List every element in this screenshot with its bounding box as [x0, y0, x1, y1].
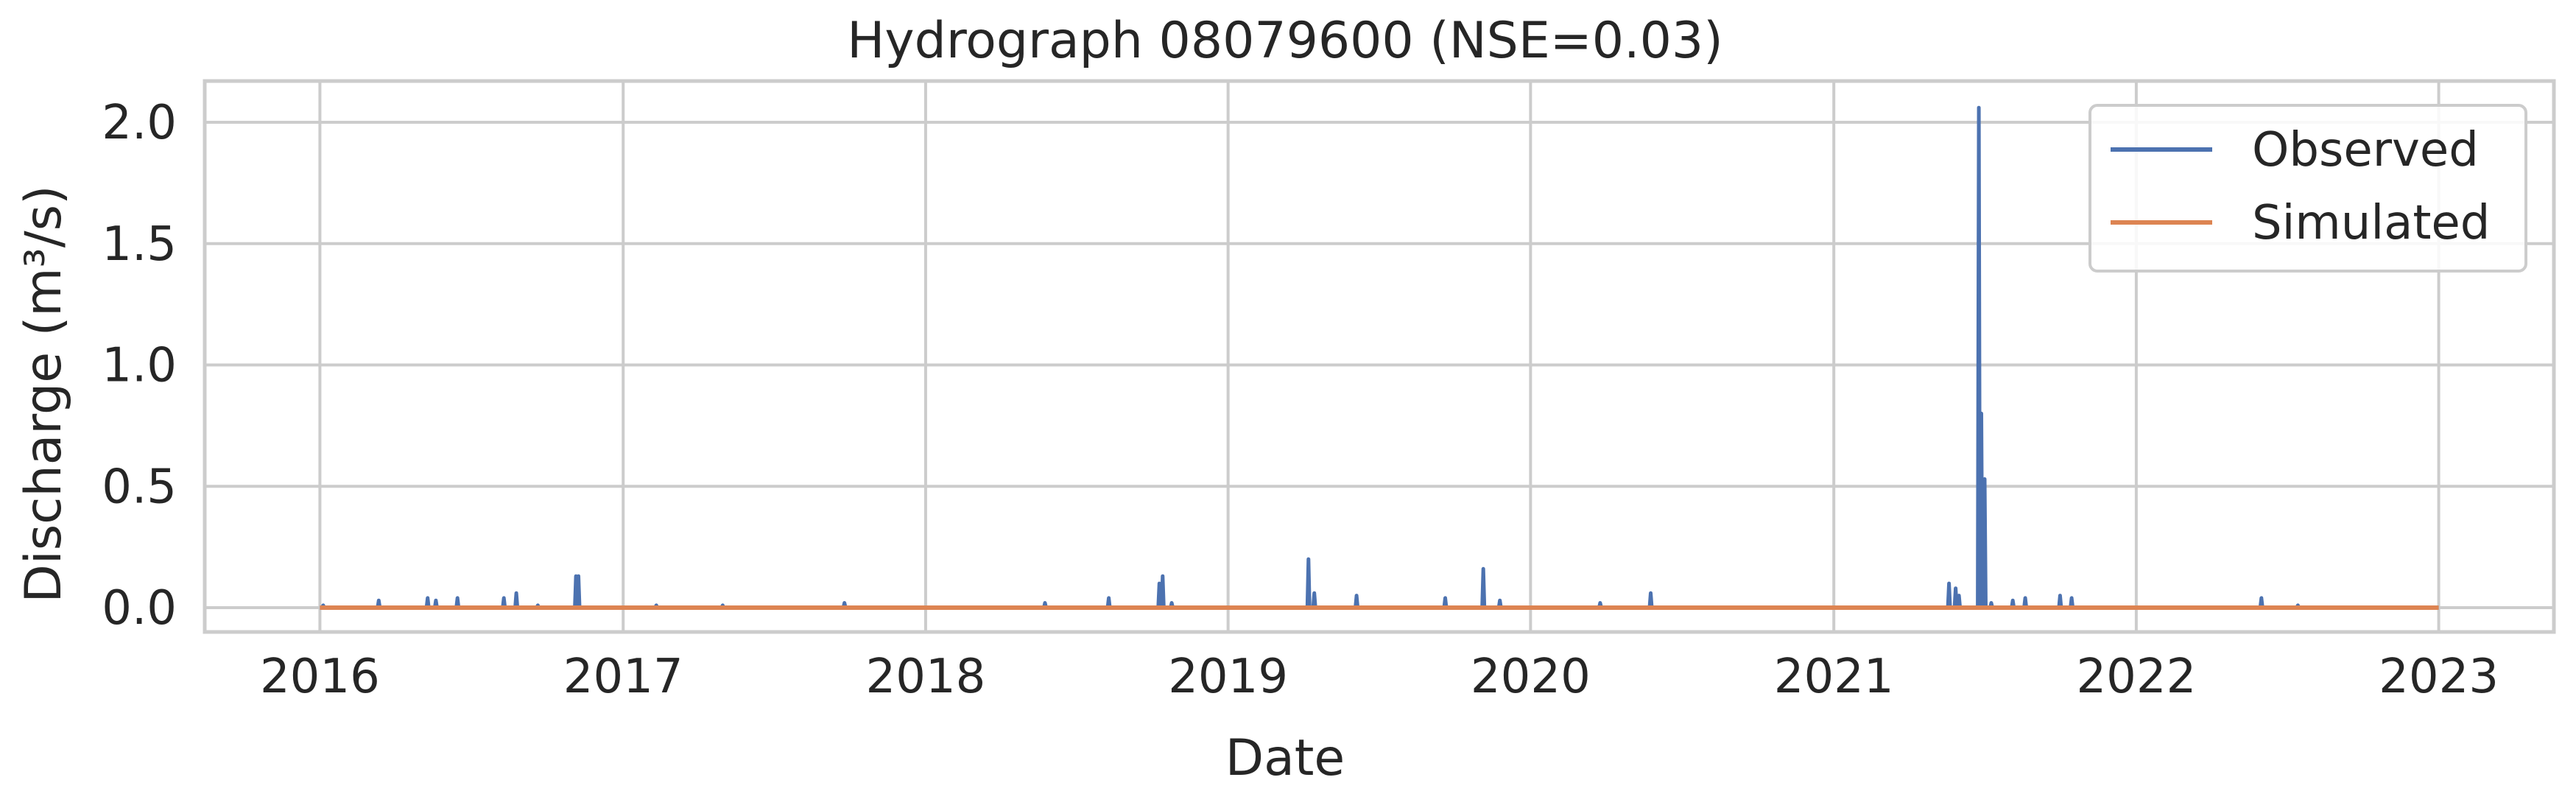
y-tick-label: 1.5: [102, 217, 177, 272]
x-tick-label: 2016: [260, 650, 380, 704]
axes-frame: [203, 79, 2556, 634]
plot-frame: [203, 79, 2556, 634]
chart-title: Hydrograph 08079600 (NSE=0.03): [847, 12, 1722, 70]
y-tick-label: 2.0: [102, 96, 177, 150]
y-tick-label: 0.5: [102, 460, 177, 514]
x-tick-label: 2022: [2076, 650, 2196, 704]
x-tick-label: 2020: [1471, 650, 1591, 704]
x-tick-label: 2017: [563, 650, 683, 704]
legend-simulated-label: Simulated: [2252, 196, 2490, 250]
observed-series: [320, 105, 2439, 610]
legend-box: [2088, 104, 2527, 273]
observed-line: [320, 105, 2439, 610]
legend: Observed Simulated: [2088, 104, 2527, 273]
x-tick-label: 2018: [866, 650, 986, 704]
legend-observed-label: Observed: [2252, 123, 2479, 178]
y-tick-label: 1.0: [102, 339, 177, 393]
y-axis-label: Discharge (m³/s): [15, 185, 73, 603]
x-axis-label: Date: [1225, 729, 1345, 787]
x-tick-label: 2023: [2379, 650, 2499, 704]
y-tick-label: 0.0: [102, 581, 177, 636]
tick-labels: 2016 2017 2018 2019 2020 2021 2022 2023 0.0 0.5 1.…: [102, 96, 2499, 704]
x-tick-label: 2021: [1774, 650, 1894, 704]
x-tick-label: 2019: [1168, 650, 1288, 704]
